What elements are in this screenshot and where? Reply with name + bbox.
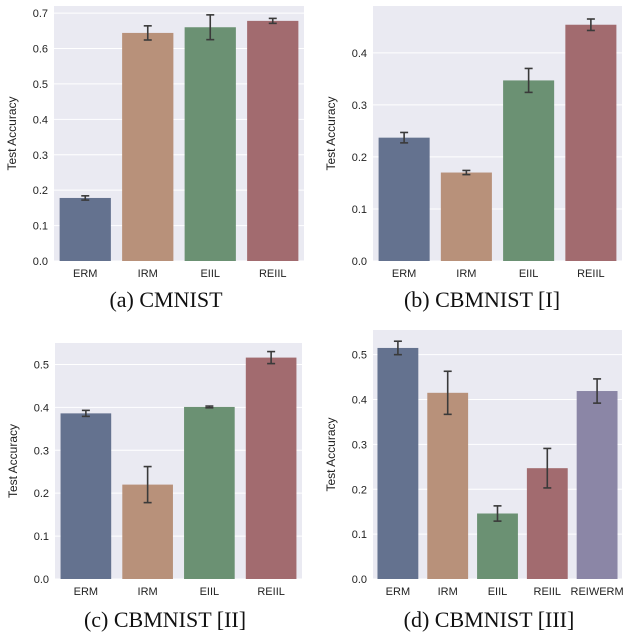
bar-irm <box>440 172 492 261</box>
x-tick-label: REIIL <box>257 586 285 598</box>
x-tick-label: REIIL <box>534 586 562 598</box>
bar-reiil <box>565 24 617 261</box>
y-tick-label: 0.7 <box>33 8 48 20</box>
bar-erm <box>378 137 430 261</box>
bar-eiil <box>503 80 555 261</box>
y-tick-label: 0.4 <box>33 114 48 126</box>
y-axis-label: Test Accuracy <box>324 417 338 491</box>
x-tick-label: IRM <box>456 268 476 280</box>
bar-erm <box>60 413 112 579</box>
y-tick-label: 0.5 <box>33 79 48 91</box>
x-tick-label: EIIL <box>488 586 508 598</box>
bar-eiil <box>184 27 236 261</box>
y-tick-label: 0.2 <box>352 484 367 496</box>
x-tick-label: REIIL <box>577 268 605 280</box>
x-tick-label: IRM <box>438 586 458 598</box>
bar-reiil <box>247 20 299 261</box>
y-tick-label: 0.2 <box>34 488 49 500</box>
y-tick-label: 0.5 <box>352 350 367 362</box>
bar-reiil <box>245 357 297 579</box>
panel-caption: (d) CBMNIST [III] <box>404 607 575 632</box>
bar-erm <box>59 197 111 261</box>
bar-reiwerm <box>576 391 618 579</box>
y-tick-label: 0.4 <box>352 48 367 60</box>
panel-caption: (b) CBMNIST [I] <box>404 287 560 312</box>
x-tick-label: ERM <box>392 268 416 280</box>
y-tick-label: 0.0 <box>352 574 367 586</box>
bar-erm <box>377 347 419 579</box>
bar-eiil <box>184 406 235 579</box>
y-tick-label: 0.4 <box>352 395 367 407</box>
y-axis-label: Test Accuracy <box>324 96 338 170</box>
x-tick-label: REIWERM <box>571 586 624 598</box>
y-tick-label: 0.4 <box>34 402 49 414</box>
y-tick-label: 0.0 <box>33 256 48 268</box>
y-tick-label: 0.3 <box>34 445 49 457</box>
x-tick-label: EIIL <box>200 268 220 280</box>
panel-caption: (a) CMNIST <box>109 287 223 312</box>
bar-irm <box>427 392 469 579</box>
x-tick-label: IRM <box>138 586 158 598</box>
y-tick-label: 0.6 <box>33 44 48 56</box>
y-tick-label: 0.3 <box>352 439 367 451</box>
chart-panel-1: 0.0 0.1 0.2 0.3 0.4 0.5 0.6 0.7 Test Accuracy ERM… <box>5 6 304 312</box>
bar-eiil <box>477 513 518 579</box>
y-axis-label: Test Accuracy <box>5 96 19 170</box>
y-tick-label: 0.5 <box>34 359 49 371</box>
y-tick-label: 0.3 <box>352 100 367 112</box>
x-tick-label: IRM <box>138 268 158 280</box>
x-tick-label: EIIL <box>519 268 539 280</box>
y-axis-label: Test Accuracy <box>6 424 20 498</box>
y-tick-label: 0.1 <box>33 221 48 233</box>
x-tick-label: ERM <box>73 268 97 280</box>
chart-panel-4: 0.0 0.1 0.2 0.3 0.4 0.5 Test Accuracy ERM IRM EII… <box>324 330 624 632</box>
y-tick-label: 0.1 <box>352 529 367 541</box>
bar-irm <box>122 32 174 261</box>
chart-panel-2: 0.0 0.1 0.2 0.3 0.4 Test Accuracy ERM IRM EIIL RE… <box>324 6 622 312</box>
x-tick-label: EIIL <box>200 586 220 598</box>
x-tick-label: REIIL <box>259 268 287 280</box>
panel-caption: (c) CBMNIST [II] <box>84 607 246 632</box>
y-tick-label: 0.2 <box>33 185 48 197</box>
y-tick-label: 0.1 <box>352 204 367 216</box>
x-tick-label: ERM <box>386 586 410 598</box>
x-tick-label: ERM <box>74 586 98 598</box>
y-tick-label: 0.1 <box>34 531 49 543</box>
chart-panel-3: 0.0 0.1 0.2 0.3 0.4 0.5 Test Accuracy ERM IRM EII… <box>6 343 302 632</box>
y-tick-label: 0.2 <box>352 152 367 164</box>
y-tick-label: 0.3 <box>33 150 48 162</box>
y-tick-label: 0.0 <box>352 256 367 268</box>
y-tick-label: 0.0 <box>34 574 49 586</box>
